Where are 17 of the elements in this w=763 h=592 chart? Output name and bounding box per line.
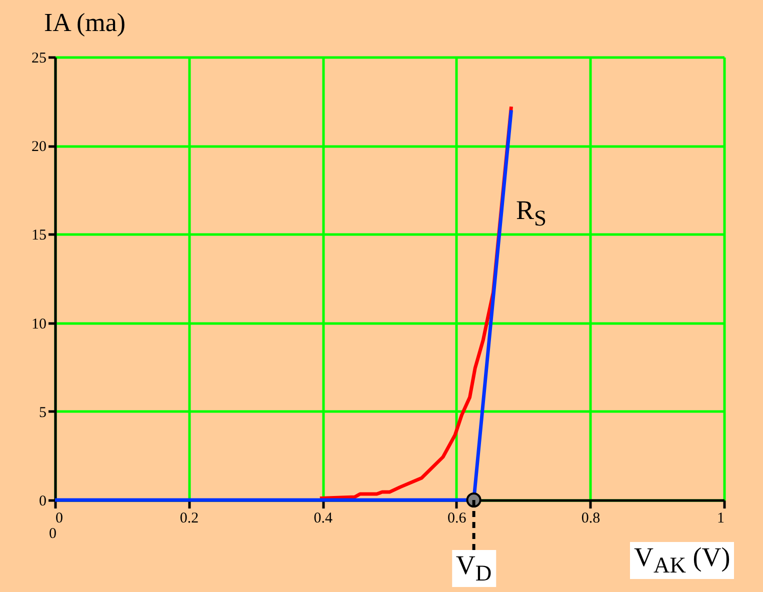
x-tick-label: 0.4: [314, 510, 333, 526]
ref-line-label: V$_{D}$: [452, 550, 496, 587]
y-tick-label: 5: [39, 404, 46, 421]
x-tick-label: 0.8: [581, 510, 600, 526]
text: 0: [49, 526, 56, 542]
y-tick-label: 10: [32, 316, 46, 332]
y-tick-label: 15: [32, 228, 46, 244]
y-tick-label: 25: [32, 50, 46, 66]
x-tick-label: 0: [56, 510, 63, 526]
x-tick-label: 0.2: [180, 510, 199, 526]
x-tick-label: 0.6: [448, 510, 467, 526]
y-tick-label: 0: [39, 494, 46, 510]
annotation: R$_{S}$: [516, 195, 547, 230]
x-tick-label: 1: [717, 510, 724, 526]
x-axis-title: V$_{AK}$ (V): [630, 542, 734, 579]
y-tick-label: 20: [32, 139, 46, 156]
y-axis-title: IA (ma): [44, 8, 126, 37]
